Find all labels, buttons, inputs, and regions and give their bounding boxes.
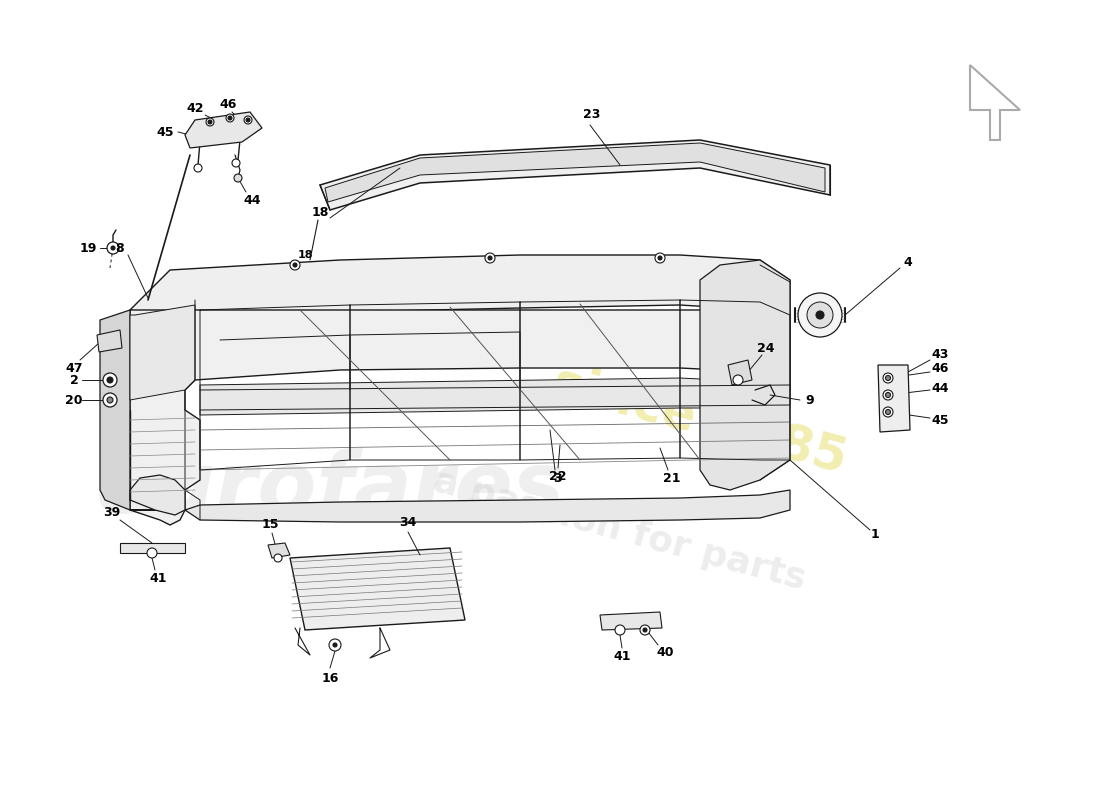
Text: 1: 1: [870, 529, 879, 542]
Circle shape: [246, 118, 250, 122]
Circle shape: [274, 554, 282, 562]
Polygon shape: [878, 365, 910, 432]
Circle shape: [883, 407, 893, 417]
Circle shape: [293, 263, 297, 267]
Circle shape: [658, 256, 662, 260]
Circle shape: [807, 302, 833, 328]
Circle shape: [886, 393, 891, 398]
Text: 45: 45: [156, 126, 174, 138]
Circle shape: [644, 628, 647, 632]
Polygon shape: [130, 475, 185, 515]
Circle shape: [244, 116, 252, 124]
Circle shape: [615, 625, 625, 635]
Circle shape: [733, 375, 742, 385]
Circle shape: [107, 397, 113, 403]
Circle shape: [329, 639, 341, 651]
Text: since 1985: since 1985: [548, 358, 852, 482]
Circle shape: [883, 390, 893, 400]
Circle shape: [816, 311, 824, 319]
Circle shape: [107, 377, 113, 383]
Circle shape: [798, 293, 842, 337]
Polygon shape: [130, 305, 195, 400]
Circle shape: [640, 625, 650, 635]
Polygon shape: [130, 490, 790, 522]
Polygon shape: [97, 330, 122, 352]
Text: a passion for parts: a passion for parts: [430, 464, 810, 596]
Text: 43: 43: [932, 349, 948, 362]
Polygon shape: [324, 143, 825, 202]
Text: 34: 34: [399, 515, 417, 529]
Text: 39: 39: [103, 506, 121, 518]
Text: 41: 41: [614, 650, 630, 662]
Text: 4: 4: [903, 255, 912, 269]
Circle shape: [485, 253, 495, 263]
Text: 9: 9: [805, 394, 814, 406]
Text: 16: 16: [321, 671, 339, 685]
Text: 40: 40: [657, 646, 673, 658]
Text: 42: 42: [186, 102, 204, 114]
Circle shape: [194, 164, 202, 172]
Circle shape: [107, 242, 119, 254]
Circle shape: [886, 410, 891, 414]
Text: 15: 15: [262, 518, 278, 530]
Text: 3: 3: [553, 471, 562, 485]
Text: 8: 8: [116, 242, 124, 254]
Circle shape: [290, 260, 300, 270]
Polygon shape: [320, 140, 830, 210]
Text: 45: 45: [932, 414, 948, 426]
Text: 20: 20: [65, 394, 82, 406]
Circle shape: [111, 246, 116, 250]
Circle shape: [226, 114, 234, 122]
Circle shape: [886, 375, 891, 381]
Text: eurofares: eurofares: [96, 449, 564, 531]
Circle shape: [208, 120, 212, 124]
Circle shape: [103, 373, 117, 387]
Circle shape: [232, 159, 240, 167]
Circle shape: [103, 393, 117, 407]
Polygon shape: [970, 65, 1020, 140]
Text: 18: 18: [297, 250, 312, 260]
Polygon shape: [200, 378, 790, 415]
Circle shape: [234, 174, 242, 182]
Circle shape: [333, 643, 337, 647]
Polygon shape: [268, 543, 290, 558]
Text: 47: 47: [65, 362, 82, 374]
Text: 41: 41: [150, 571, 167, 585]
Text: 22: 22: [549, 470, 566, 482]
Polygon shape: [100, 310, 130, 510]
Circle shape: [147, 548, 157, 558]
Text: 46: 46: [932, 362, 948, 374]
Polygon shape: [130, 255, 790, 320]
Polygon shape: [130, 310, 790, 525]
Text: 46: 46: [219, 98, 236, 111]
Text: 44: 44: [932, 382, 948, 394]
Polygon shape: [120, 543, 185, 553]
Circle shape: [206, 118, 214, 126]
Circle shape: [228, 116, 232, 120]
Text: 21: 21: [663, 471, 681, 485]
Text: 44: 44: [243, 194, 261, 206]
Circle shape: [488, 256, 492, 260]
Text: 24: 24: [757, 342, 774, 354]
Polygon shape: [600, 612, 662, 630]
Text: 19: 19: [79, 242, 97, 254]
Polygon shape: [728, 360, 752, 385]
Polygon shape: [290, 548, 465, 630]
Text: 2: 2: [69, 374, 78, 386]
Circle shape: [883, 373, 893, 383]
Text: 23: 23: [583, 109, 601, 122]
Text: 18: 18: [311, 206, 329, 218]
Polygon shape: [700, 260, 790, 490]
Circle shape: [654, 253, 666, 263]
Polygon shape: [185, 112, 262, 148]
